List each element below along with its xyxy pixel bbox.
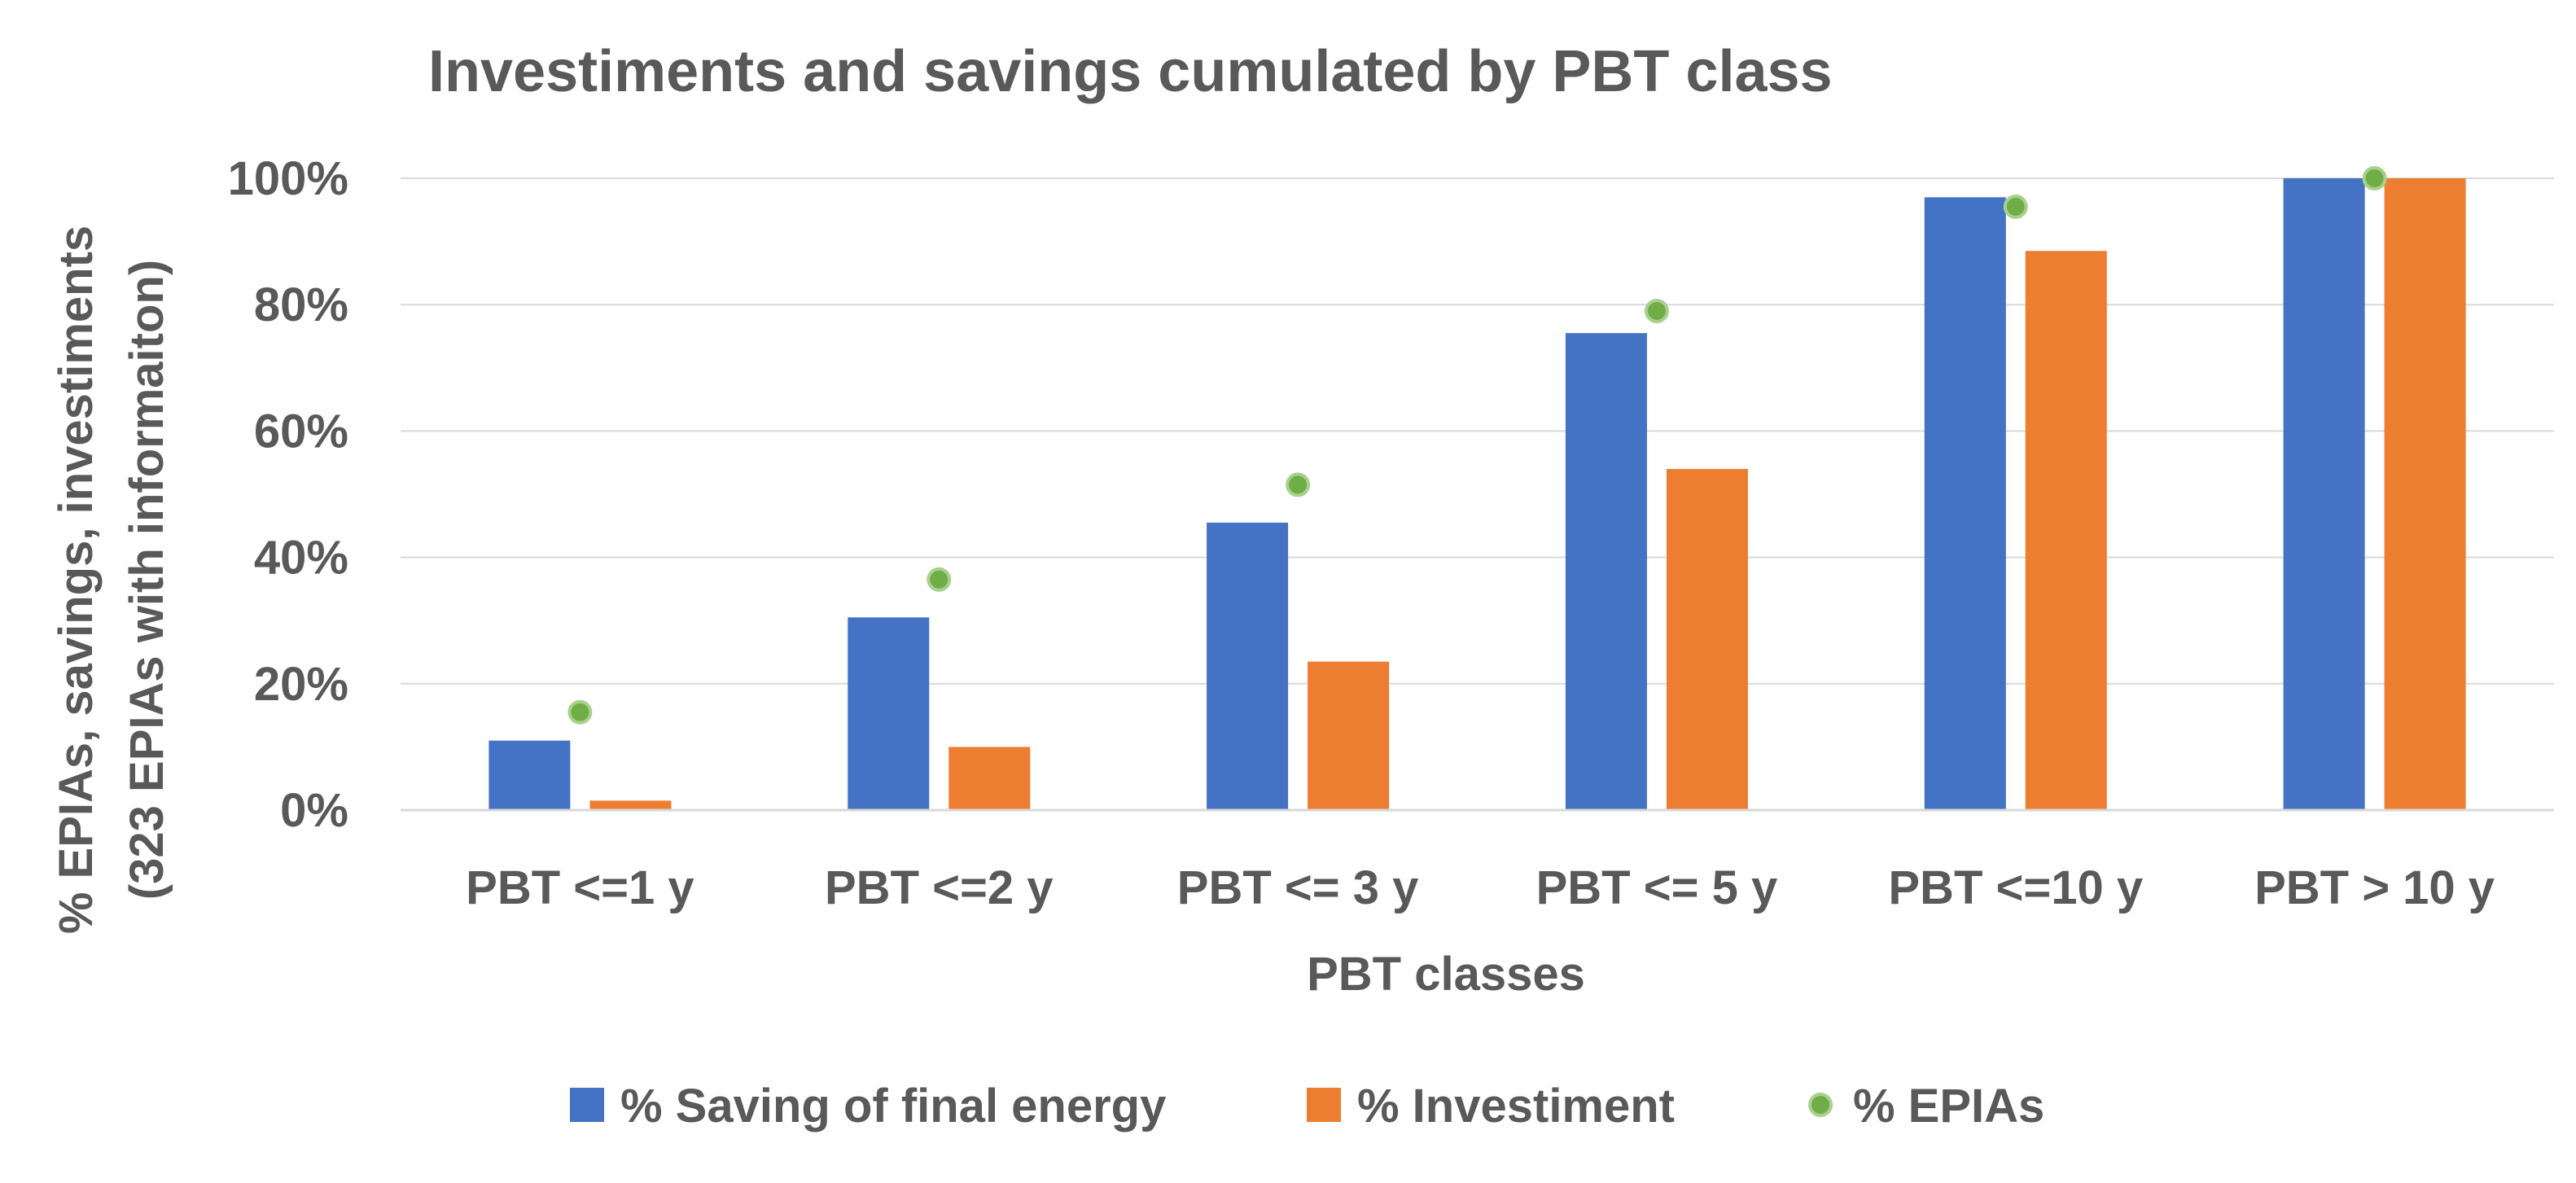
bars [488,178,2466,810]
legend-swatch [570,1088,604,1122]
gridlines [401,177,2554,685]
legend: % Saving of final energy % Investiment % E… [570,1080,2044,1133]
y-tick-label: 40% [254,532,348,585]
x-tick-label: PBT <=10 y [1888,861,2143,914]
x-tick-label: PBT <= 3 y [1177,861,1419,914]
y-tick-label: 60% [254,405,348,458]
x-tick-label: PBT > 10 y [2254,861,2495,914]
marker-epias [1644,298,1669,323]
y-tick-label: 20% [254,658,348,711]
bar-investiment [2025,251,2107,810]
bar-investiment [589,800,672,810]
x-tick-label: PBT <=2 y [825,861,1053,914]
legend-swatch [1307,1088,1341,1122]
x-axis-tick-labels: PBT <=1 y PBT <=2 y PBT <= 3 y PBT <= 5 y PB… [466,861,2495,914]
marker-epias [1286,472,1311,497]
legend-label: % Saving of final energy [620,1080,1166,1133]
bar-saving-of-final-energy [1924,197,2006,810]
chart-title: Investiments and savings cumulated by PB… [428,39,1833,104]
bar-investiment [1308,661,1390,810]
bar-saving-of-final-energy [2283,178,2365,810]
x-axis-label: PBT classes [1307,948,1585,1001]
bar-saving-of-final-energy [1565,333,1647,810]
y-tick-label: 0% [280,784,348,837]
marker-epias [927,567,952,592]
bar-investiment [1666,468,1748,810]
y-axis-label-line2: (323 EPIAs with informaiton) [120,260,173,900]
bar-saving-of-final-energy [1207,522,1289,810]
bar-investiment [2384,178,2466,810]
x-tick-label: PBT <= 5 y [1536,861,1778,914]
marker-epias [2362,166,2387,191]
y-tick-label: 100% [228,152,348,205]
marker-epias [567,699,593,725]
bar-saving-of-final-energy [848,617,930,810]
bar-investiment [948,747,1031,810]
y-axis-label-line1: % EPIAs, savings, investiments [50,226,103,934]
markers [567,166,2387,725]
y-axis-tick-labels: 0% 20% 40% 60% 80% 100% [228,152,348,837]
legend-label: % Investiment [1357,1080,1675,1133]
legend-label: % EPIAs [1853,1080,2044,1133]
legend-swatch [1808,1093,1833,1117]
marker-epias [2003,194,2028,219]
y-tick-label: 80% [254,278,348,331]
x-tick-label: PBT <=1 y [466,861,694,914]
bar-saving-of-final-energy [488,740,571,810]
